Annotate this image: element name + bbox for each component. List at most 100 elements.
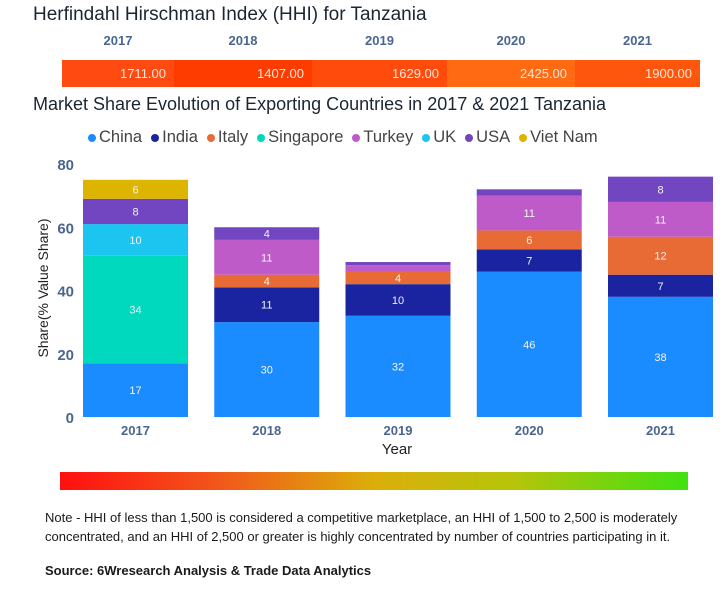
data-label: 30 xyxy=(261,365,273,377)
bar-segment-usa xyxy=(476,189,582,196)
data-label: 46 xyxy=(523,339,535,351)
y-tick-label: 40 xyxy=(57,284,74,301)
legend-item[interactable]: China xyxy=(88,128,142,147)
data-label: 12 xyxy=(654,251,666,263)
legend-label: India xyxy=(162,128,198,146)
bar-segment-singapore xyxy=(83,255,188,364)
legend-item[interactable]: Italy xyxy=(206,128,249,147)
data-label: 11 xyxy=(261,300,272,312)
y-tick-label: 80 xyxy=(57,157,74,174)
x-tick-label: 2018 xyxy=(252,423,281,438)
chart-title: Market Share Evolution of Exporting Coun… xyxy=(33,94,607,114)
hhi-value-cell: 1900.00 xyxy=(575,60,700,87)
legend-marker-icon xyxy=(257,133,266,142)
data-label: 11 xyxy=(524,208,535,220)
data-label: 11 xyxy=(261,252,272,264)
bar-segment-china xyxy=(83,363,188,417)
legend-marker-icon xyxy=(352,133,361,142)
data-label: 10 xyxy=(392,295,404,307)
legend-label: Turkey xyxy=(363,128,414,146)
bar-segment-india xyxy=(345,284,451,316)
hhi-value-bar: 1711.00 1407.00 1629.00 2425.00 1900.00 xyxy=(62,60,700,87)
bar-segment-india xyxy=(214,287,320,323)
bar-segment-india xyxy=(608,274,713,297)
hhi-year-label: 2018 xyxy=(228,33,258,48)
data-label: 7 xyxy=(657,281,663,293)
legend-item[interactable]: UK xyxy=(422,128,456,147)
data-label: 7 xyxy=(526,255,532,267)
legend-marker-icon xyxy=(206,133,215,142)
stacked-bar-chart: 0 20 40 60 80 17 34 10 8 6 2017 30 11 4 11 4 2018 32 10 4 20… xyxy=(57,157,713,438)
data-label: 4 xyxy=(395,273,401,285)
data-label: 10 xyxy=(129,235,141,247)
note-text: Note - HHI of less than 1,500 is conside… xyxy=(45,510,678,544)
bar-segment-usa xyxy=(345,262,451,266)
legend-label: Italy xyxy=(217,128,249,146)
hhi-year-header: 2017 2018 2019 2020 2021 xyxy=(62,33,700,51)
bar-segment-viet-nam xyxy=(83,179,188,199)
legend-item[interactable]: Viet Nam xyxy=(519,128,598,147)
legend-label: USA xyxy=(476,128,511,146)
hhi-color-scale-bar xyxy=(60,472,688,490)
x-axis-title: Year xyxy=(381,441,413,458)
data-label: 4 xyxy=(264,276,270,288)
bar-segment-turkey xyxy=(476,195,582,231)
bar-segment-italy xyxy=(214,274,320,288)
hhi-value-cell: 1629.00 xyxy=(312,60,447,87)
hhi-year-label: 2021 xyxy=(623,33,652,48)
legend-item[interactable]: Turkey xyxy=(352,128,413,147)
legend-marker-icon xyxy=(519,133,528,142)
bar-segment-india xyxy=(476,249,582,272)
data-label: 11 xyxy=(655,214,666,226)
hhi-value-cell: 2425.00 xyxy=(447,60,575,87)
x-tick-label: 2020 xyxy=(515,423,544,438)
y-tick-label: 20 xyxy=(57,347,74,364)
legend-label: Viet Nam xyxy=(530,128,598,146)
legend-item[interactable]: USA xyxy=(465,128,510,147)
bar-segment-turkey xyxy=(214,239,320,275)
data-label: 32 xyxy=(392,361,404,373)
y-axis-title: Share(% Value Share) xyxy=(35,218,51,358)
bar-segment-usa xyxy=(83,198,188,225)
hhi-year-label: 2019 xyxy=(365,33,394,48)
bar-segment-usa xyxy=(608,176,713,202)
data-label: 8 xyxy=(657,184,663,196)
data-label: 6 xyxy=(132,184,138,196)
x-tick-label: 2021 xyxy=(646,423,675,438)
data-label: 4 xyxy=(264,229,270,241)
x-tick-label: 2019 xyxy=(384,423,413,438)
legend-item[interactable]: India xyxy=(151,128,198,147)
data-label: 6 xyxy=(526,235,532,247)
source-text: Source: 6Wresearch Analysis & Trade Data… xyxy=(45,563,372,578)
legend-label: Singapore xyxy=(268,128,344,146)
bar-segment-china xyxy=(345,315,451,417)
legend-label: China xyxy=(99,128,143,146)
hhi-title: Herfindahl Hirschman Index (HHI) for Tan… xyxy=(33,4,427,25)
bar-segment-usa xyxy=(214,227,320,240)
legend-marker-icon xyxy=(422,133,431,142)
bar-segment-uk xyxy=(83,224,188,256)
bar-segment-china xyxy=(214,322,320,417)
legend-label: UK xyxy=(433,128,457,146)
hhi-value-cell: 1711.00 xyxy=(62,60,174,87)
y-tick-label: 0 xyxy=(66,410,74,427)
bar-segment-china xyxy=(476,271,582,417)
bar-segment-italy xyxy=(608,236,713,275)
legend-marker-icon xyxy=(88,133,96,142)
data-label: 8 xyxy=(132,206,138,218)
chart-legend: China India Italy Singapore Turkey UK USA Viet … xyxy=(88,128,598,147)
legend-item[interactable]: Singapore xyxy=(257,128,343,147)
bar-segment-turkey xyxy=(608,201,713,237)
data-label: 17 xyxy=(129,385,141,397)
x-tick-label: 2017 xyxy=(121,423,150,438)
bar-segment-italy xyxy=(345,271,451,285)
data-label: 38 xyxy=(654,352,666,364)
bar-segment-china xyxy=(608,296,713,417)
data-label: 34 xyxy=(129,304,141,316)
legend-marker-icon xyxy=(151,133,160,142)
hhi-year-label: 2020 xyxy=(496,33,526,48)
hhi-value-cell: 1407.00 xyxy=(174,60,312,87)
bar-segment-italy xyxy=(476,230,582,250)
bar-segment-turkey xyxy=(345,265,451,272)
legend-marker-icon xyxy=(465,133,474,142)
